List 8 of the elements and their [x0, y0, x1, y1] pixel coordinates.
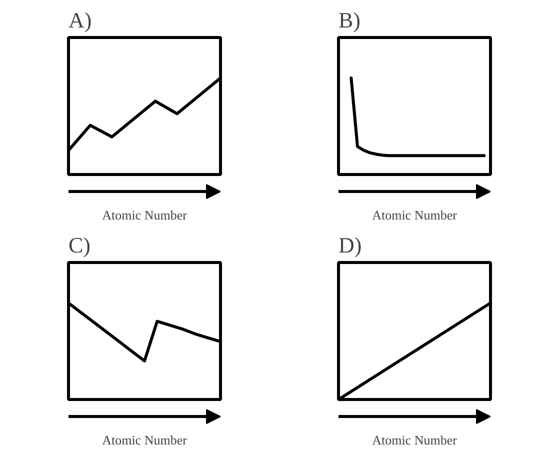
- x-axis-title: Atomic Number: [372, 432, 458, 448]
- x-axis-title: Atomic Number: [102, 432, 188, 448]
- chart-title: D): [338, 232, 362, 258]
- x-axis-title: Atomic Number: [372, 208, 458, 222]
- chart-title: C): [68, 232, 90, 258]
- x-axis-title: Atomic Number: [102, 208, 188, 222]
- chart-title: B): [338, 8, 360, 32]
- chart-title: A): [68, 8, 92, 32]
